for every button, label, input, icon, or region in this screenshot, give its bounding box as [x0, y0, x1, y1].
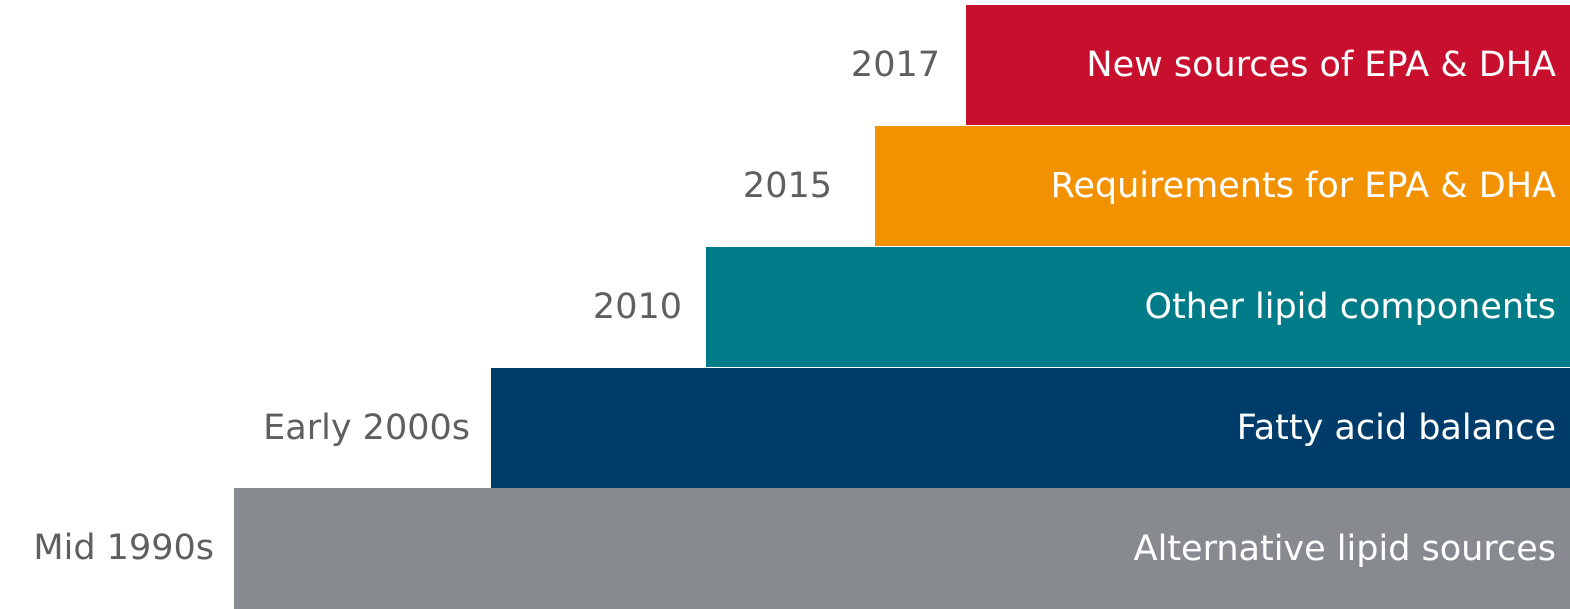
step-year: 2015	[742, 166, 832, 206]
step-year: Mid 1990s	[33, 528, 214, 568]
step-year: 2010	[592, 287, 682, 327]
step-bar: Other lipid components	[706, 247, 1570, 367]
step-bar: New sources of EPA & DHA	[966, 5, 1570, 125]
step-bar: Requirements for EPA & DHA	[875, 126, 1570, 246]
step-bar: Alternative lipid sources	[234, 488, 1570, 609]
step-year: 2017	[850, 45, 940, 85]
step-bar: Fatty acid balance	[491, 368, 1570, 488]
step-year: Early 2000s	[263, 408, 470, 448]
